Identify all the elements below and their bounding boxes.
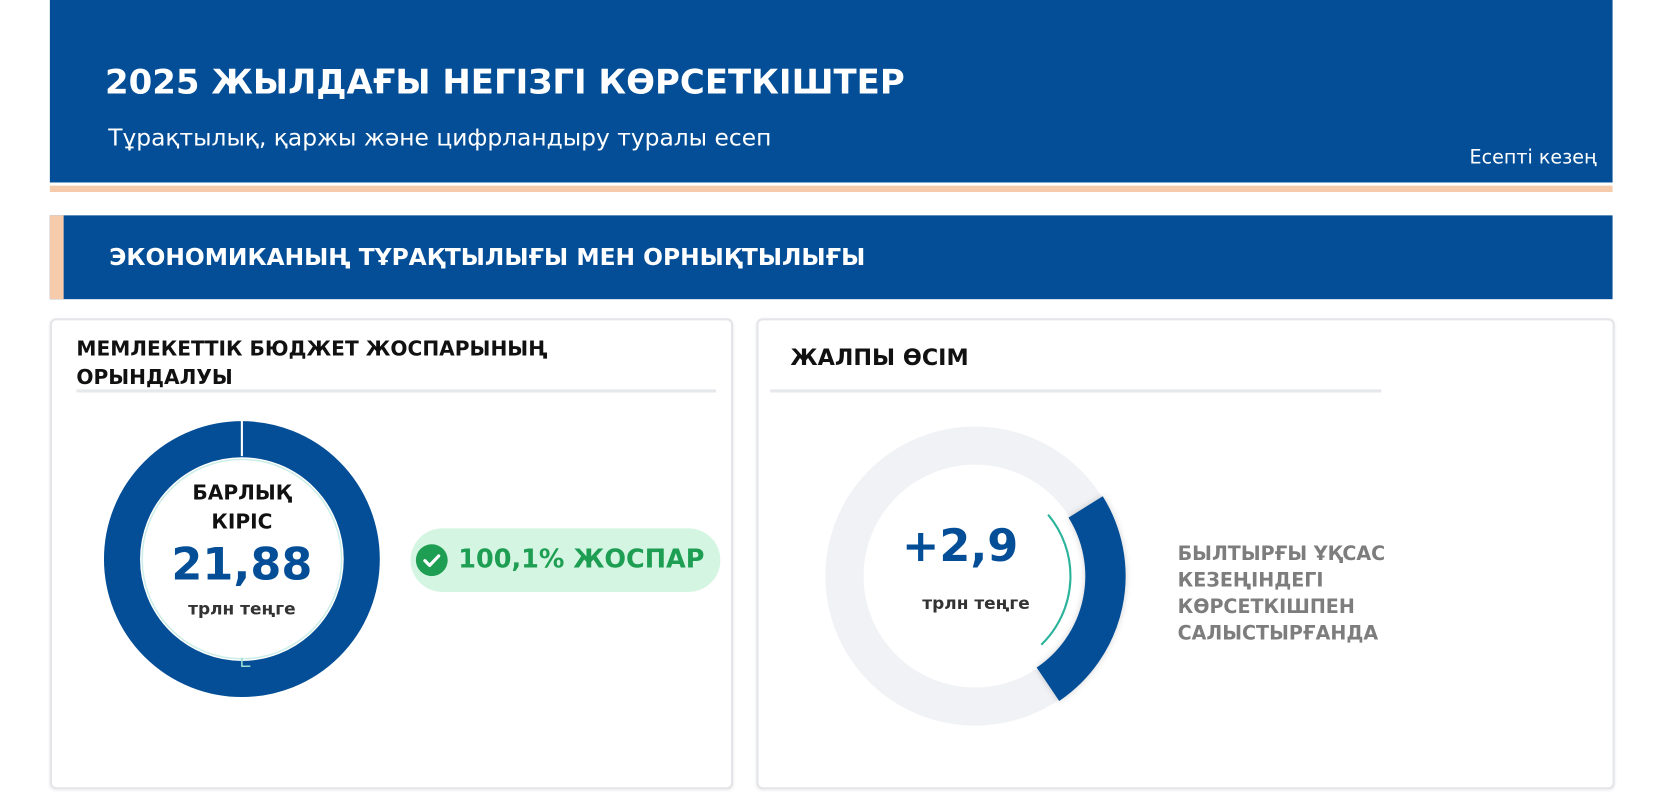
card-title-line: ОРЫНДАЛУЫ (76, 366, 233, 390)
comparison-line: САЛЫСТЫРҒАНДА (1177, 622, 1379, 646)
title-underline (76, 389, 717, 393)
growth-gauge (825, 426, 1126, 726)
page-title: 2025 ЖЫЛДАҒЫ НЕГІЗГІ КӨРСЕТКІШТЕР (105, 61, 905, 102)
growth-value: +2,9 (901, 519, 1019, 572)
total-revenue-value: 21,88 (171, 537, 313, 590)
total-revenue-label: БАРЛЫҚ КІРІС (168, 480, 317, 537)
budget-execution-card: МЕМЛЕКЕТТІК БЮДЖЕТ ЖОСПАРЫНЫҢ ОРЫНДАЛУЫ … (49, 318, 734, 790)
section-title: ЭКОНОМИКАНЫҢ ТҰРАҚТЫЛЫҒЫ МЕН ОРНЫҚТЫЛЫҒЫ (109, 245, 866, 272)
card-title: МЕМЛЕКЕТТІК БЮДЖЕТ ЖОСПАРЫНЫҢ ОРЫНДАЛУЫ (76, 335, 547, 392)
section-header: ЭКОНОМИКАНЫҢ ТҰРАҚТЫЛЫҒЫ МЕН ОРНЫҚТЫЛЫҒЫ (49, 215, 1613, 300)
total-growth-card: ЖАЛПЫ ӨСІМ +2,9 трлн теңге БЫЛТЫРҒЫ ҰҚСА… (756, 318, 1615, 790)
comparison-line: БЫЛТЫРҒЫ ҰҚСАС (1177, 543, 1386, 566)
card-title: ЖАЛПЫ ӨСІМ (790, 344, 969, 371)
comparison-note: БЫЛТЫРҒЫ ҰҚСАС КЕЗЕҢІНДЕГІ КӨРСЕТКІШПЕН … (1178, 541, 1386, 647)
title-underline (770, 389, 1382, 393)
reporting-period-label: Есепті кезең (1469, 146, 1597, 169)
revenue-donut (103, 420, 380, 698)
comparison-line: КӨРСЕТКІШПЕН (1177, 596, 1355, 619)
check-circle-icon (415, 544, 448, 577)
report-header: 2025 ЖЫЛДАҒЫ НЕГІЗГІ КӨРСЕТКІШТЕР Тұрақт… (49, 0, 1613, 183)
card-title-line: МЕМЛЕКЕТТІК БЮДЖЕТ ЖОСПАРЫНЫҢ (76, 337, 548, 361)
gauge-value-arc (1036, 496, 1126, 701)
plan-badge: 100,1% ЖОСПАР (410, 528, 721, 592)
label-line: КІРІС (211, 510, 273, 534)
donut-marker (241, 657, 251, 668)
plan-badge-text: 100,1% ЖОСПАР (458, 544, 705, 574)
label-line: БАРЛЫҚ (192, 481, 292, 505)
gauge-inner-arc (1040, 514, 1072, 646)
section-accent-strip (49, 215, 64, 300)
page-subtitle: Тұрақтылық, қаржы және цифрландыру турал… (108, 125, 772, 152)
total-revenue-unit: трлн теңге (188, 598, 296, 619)
growth-unit: трлн теңге (922, 593, 1030, 614)
comparison-line: КЕЗЕҢІНДЕГІ (1177, 569, 1324, 592)
header-divider (49, 185, 1613, 193)
